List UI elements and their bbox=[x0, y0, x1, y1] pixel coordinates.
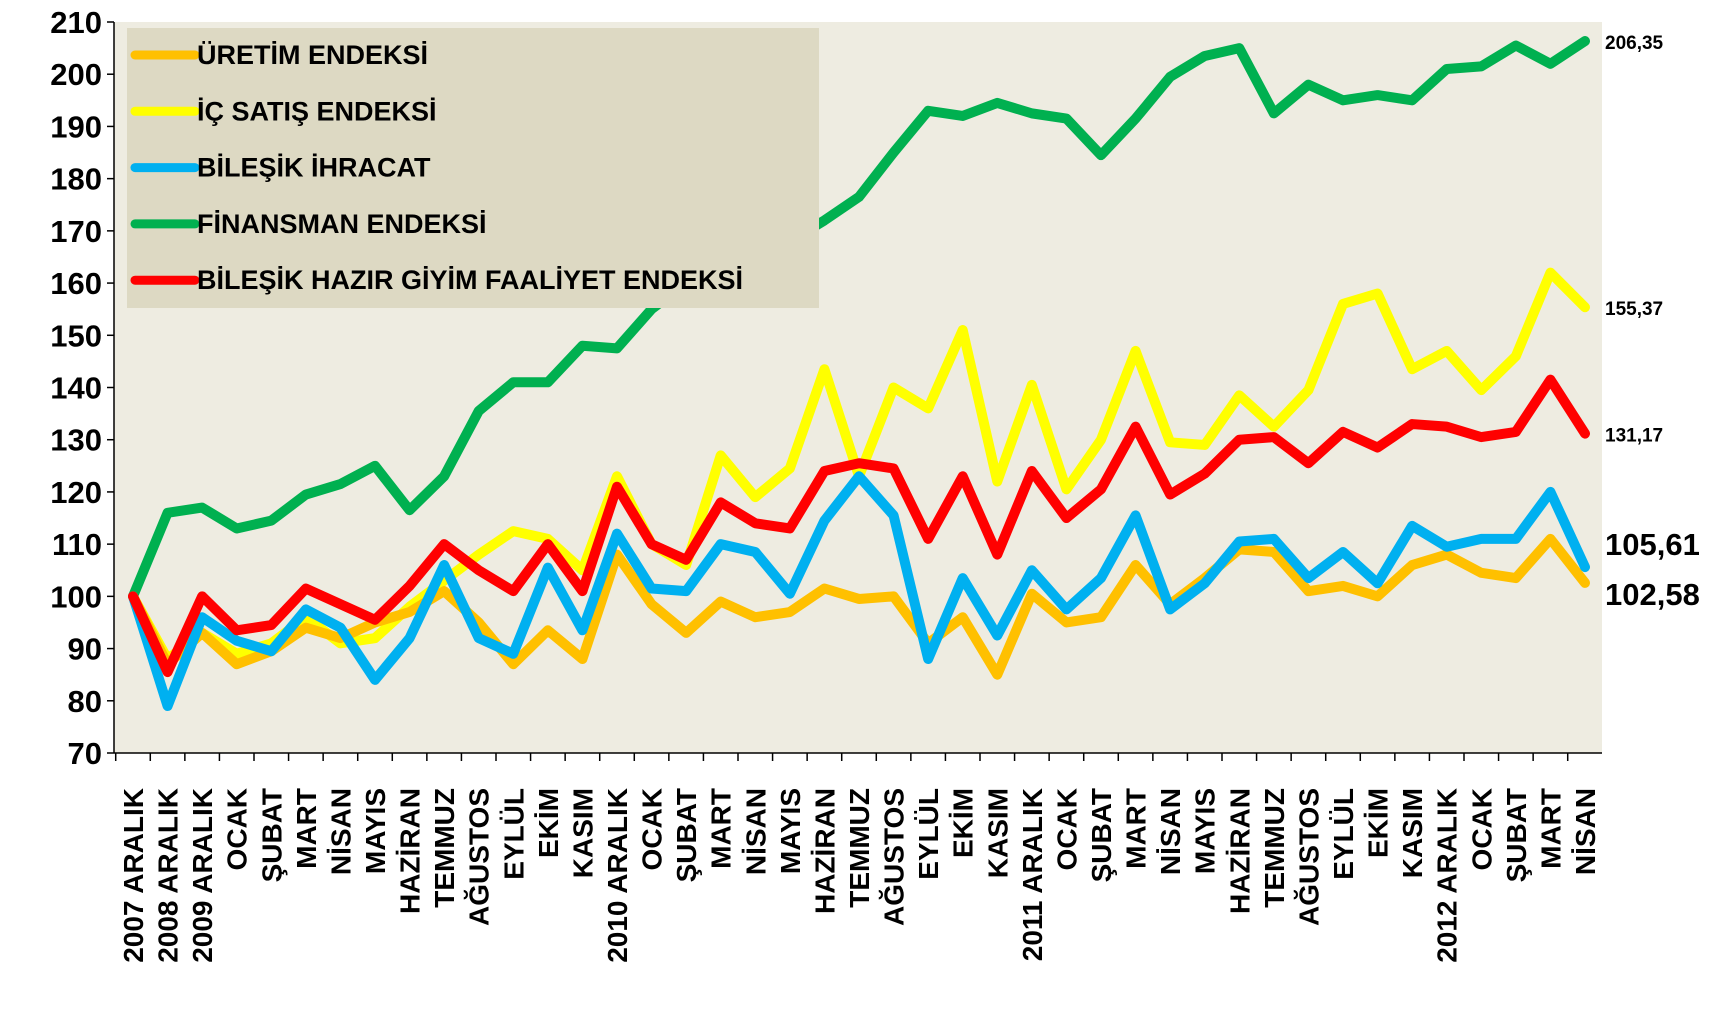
line bbox=[128, 374, 1590, 678]
y-tick-label: 100 bbox=[50, 579, 102, 614]
legend-label: BİLEŞİK İHRACAT bbox=[197, 153, 431, 183]
x-tick-label: ŞUBAT bbox=[256, 788, 287, 882]
x-tick-label: MART bbox=[706, 788, 737, 869]
y-tick-label: 90 bbox=[68, 632, 102, 667]
x-tick-label: EYLÜL bbox=[498, 788, 529, 880]
y-tick-label: 180 bbox=[50, 162, 102, 197]
legend-box bbox=[127, 28, 819, 308]
x-tick-label: NİSAN bbox=[1155, 788, 1186, 875]
value-label: 131,17 bbox=[1605, 426, 1663, 447]
x-tick-label: AĞUSTOS bbox=[464, 788, 495, 926]
x-tick-label: MART bbox=[291, 788, 322, 869]
x-tick-label: TEMMUZ bbox=[844, 788, 875, 908]
x-tick-label: AĞUSTOS bbox=[879, 788, 910, 926]
x-tick-label: KASIM bbox=[982, 788, 1013, 878]
x-tick-label: EKİM bbox=[1363, 788, 1394, 858]
value-label: 155,37 bbox=[1605, 299, 1663, 320]
line bbox=[128, 36, 1590, 602]
legend-label: FİNANSMAN ENDEKSİ bbox=[197, 209, 487, 239]
x-tick-label: ŞUBAT bbox=[671, 788, 702, 882]
line bbox=[128, 471, 1590, 712]
y-tick-label: 190 bbox=[50, 109, 102, 144]
x-tick-label: OCAK bbox=[1466, 788, 1497, 870]
y-tick-label: 140 bbox=[50, 371, 102, 406]
y-tick-label: 120 bbox=[50, 475, 102, 510]
y-tick-label: 200 bbox=[50, 57, 102, 92]
x-tick-label: KASIM bbox=[567, 788, 598, 878]
y-tick-label: 170 bbox=[50, 214, 102, 249]
x-tick-label: EYLÜL bbox=[1328, 788, 1359, 880]
x-tick-label: NİSAN bbox=[740, 788, 771, 875]
x-tick-label: 2012 ARALIK bbox=[1432, 788, 1463, 963]
y-tick-label: 150 bbox=[50, 318, 102, 353]
legend-label: ÜRETİM ENDEKSİ bbox=[197, 40, 428, 70]
x-tick-label: 2007 ARALIK bbox=[118, 788, 149, 963]
x-tick-label: HAZİRAN bbox=[809, 788, 840, 914]
x-tick-label: HAZİRAN bbox=[395, 788, 426, 914]
y-tick-label: 110 bbox=[52, 527, 102, 562]
value-label: 206,35 bbox=[1605, 33, 1664, 54]
x-tick-label: TEMMUZ bbox=[429, 788, 460, 908]
x-tick-label: OCAK bbox=[222, 788, 253, 870]
x-tick-label: NİSAN bbox=[1570, 788, 1601, 875]
x-tick-label: HAZİRAN bbox=[1224, 788, 1255, 914]
x-tick-label: MART bbox=[1121, 788, 1152, 869]
x-tick-label: KASIM bbox=[1397, 788, 1428, 878]
x-tick-label: 2008 ARALIK bbox=[153, 788, 184, 963]
value-label: 102,58 bbox=[1605, 577, 1700, 612]
value-label: 105,61 bbox=[1605, 527, 1700, 562]
x-tick-label: MAYIS bbox=[1190, 788, 1221, 874]
legend: ÜRETİM ENDEKSİ İÇ SATIŞ ENDEKSİ BİLEŞİK İH… bbox=[127, 28, 819, 308]
x-tick-label: 2011 ARALIK bbox=[1017, 788, 1048, 961]
x-tick-label: AĞUSTOS bbox=[1293, 788, 1324, 926]
x-tick-label: EYLÜL bbox=[913, 788, 944, 880]
legend-label: BİLEŞİK HAZIR GİYİM FAALİYET ENDEKSİ bbox=[197, 265, 743, 295]
x-tick-label: EKİM bbox=[533, 788, 564, 858]
x-tick-label: OCAK bbox=[637, 788, 668, 870]
x-tick-label: MAYIS bbox=[360, 788, 391, 874]
x-tick-label: ŞUBAT bbox=[1501, 788, 1532, 882]
x-tick-label: 2009 ARALIK bbox=[187, 788, 218, 963]
y-tick-label: 80 bbox=[68, 684, 102, 719]
y-tick-label: 130 bbox=[50, 423, 102, 458]
y-tick-label: 70 bbox=[68, 736, 102, 771]
y-tick-label: 160 bbox=[50, 266, 102, 301]
x-tick-label: MART bbox=[1535, 788, 1566, 869]
x-tick-label: NİSAN bbox=[325, 788, 356, 875]
x-tick-label: ŞUBAT bbox=[1086, 788, 1117, 882]
x-tick-label: TEMMUZ bbox=[1259, 788, 1290, 908]
legend-label: İÇ SATIŞ ENDEKSİ bbox=[197, 96, 437, 126]
x-tick-label: MAYIS bbox=[775, 788, 806, 874]
x-tick-label: OCAK bbox=[1051, 788, 1082, 870]
y-tick-label: 210 bbox=[50, 5, 102, 40]
x-tick-label: EKİM bbox=[948, 788, 979, 858]
x-tick-label: 2010 ARALIK bbox=[602, 788, 633, 963]
